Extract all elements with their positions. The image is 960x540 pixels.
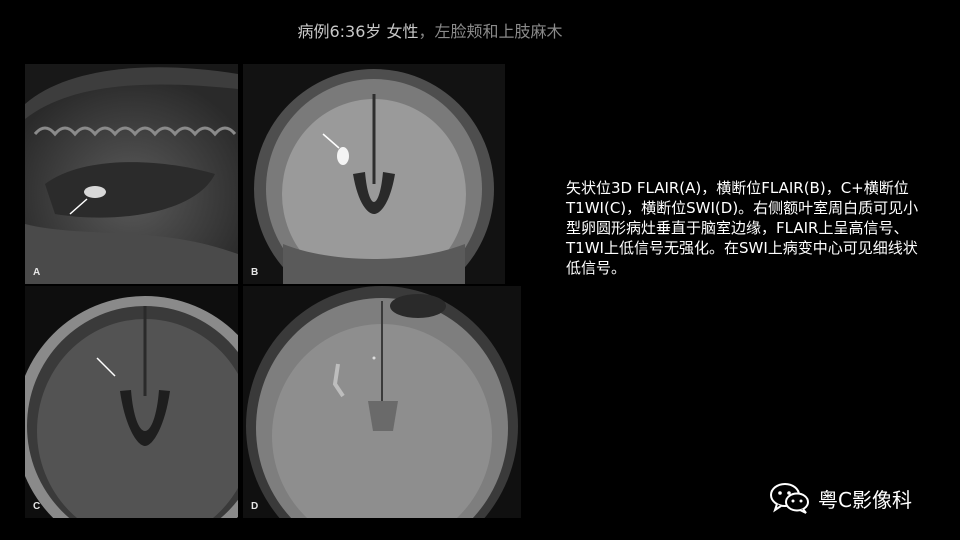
mri-panel-d: D <box>243 286 521 518</box>
brand-watermark: 粤C影像科 <box>768 480 912 516</box>
mri-panel-c: C <box>25 286 238 518</box>
mri-axial-flair-image <box>243 64 505 284</box>
slide-title: 病例6:36岁 女性，左脸颊和上肢麻木 <box>0 18 860 42</box>
mri-axial-swi-image <box>243 286 521 518</box>
panel-letter-d: D <box>251 501 259 512</box>
description-text: 矢状位3D FLAIR(A)，横断位FLAIR(B)，C+横断位T1WI(C)，… <box>566 179 919 277</box>
mri-sagittal-flair-image <box>25 64 238 284</box>
mri-axial-t1-contrast-image <box>25 286 238 518</box>
mri-panel-a: A <box>25 64 238 284</box>
case-description: 矢状位3D FLAIR(A)，横断位FLAIR(B)，C+横断位T1WI(C)，… <box>566 178 926 278</box>
brand-name: 粤C影像科 <box>818 487 912 512</box>
panel-letter-b: B <box>251 267 259 278</box>
wechat-icon <box>770 483 809 514</box>
mri-panel-b: B <box>243 64 505 284</box>
panel-letter-c: C <box>33 501 41 512</box>
title-subtitle: ，左脸颊和上肢麻木 <box>418 22 563 41</box>
panel-letter-a: A <box>33 267 41 278</box>
title-main: 病例6:36岁 女性 <box>297 22 419 41</box>
